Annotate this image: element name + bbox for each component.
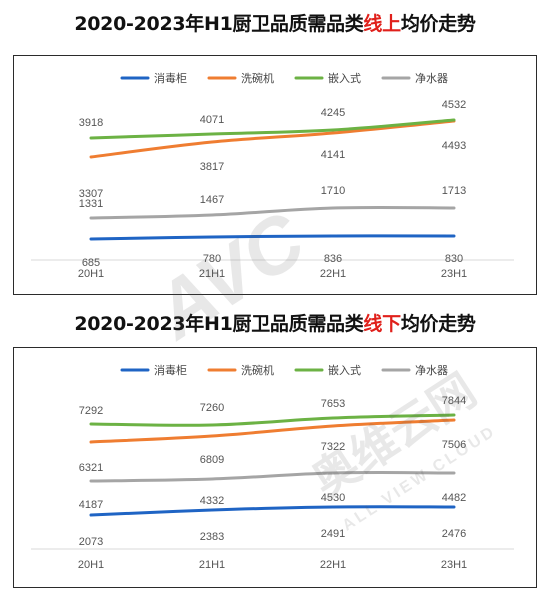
line-chart-online: 消毒柜 洗碗机 嵌入式 净水器 20H1 21H1 22H1 23H1 685 780 836 830… [31,71,514,280]
data-label-消毒柜: 2491 [321,528,345,540]
legend-item-净水器: 净水器 [381,71,448,85]
data-label-消毒柜: 830 [445,253,463,265]
x-tick-label: 22H1 [320,559,346,571]
legend-label: 洗碗机 [241,363,274,377]
series-line-净水器 [89,205,456,220]
data-label-净水器: 4482 [442,492,466,504]
x-tick-label: 20H1 [78,559,104,571]
data-label-净水器: 1713 [442,185,466,197]
legend-item-消毒柜: 消毒柜 [120,363,187,377]
x-tick-label: 20H1 [78,268,104,280]
data-label-洗碗机: 7322 [321,441,345,453]
data-label-消毒柜: 2073 [79,536,103,548]
x-tick-label: 21H1 [199,268,225,280]
chart-title-online: 2020-2023年H1厨卫品质需品类线上均价走势 [74,13,476,35]
series-line-净水器 [89,471,456,483]
data-label-净水器: 1467 [200,194,224,206]
series-line-嵌入式 [89,413,456,427]
legend-item-洗碗机: 洗碗机 [207,71,274,85]
data-label-消毒柜: 836 [324,253,342,265]
data-label-洗碗机: 3307 [79,188,103,200]
x-tick-label: 21H1 [199,559,225,571]
legend-item-洗碗机: 洗碗机 [207,363,274,377]
legend-label: 消毒柜 [154,71,187,85]
series-line-嵌入式 [89,118,456,140]
data-label-嵌入式: 4532 [442,99,466,111]
data-label-洗碗机: 4141 [321,149,345,161]
legend-label: 净水器 [415,71,448,85]
legend-label: 嵌入式 [328,364,361,377]
legend-label: 洗碗机 [241,71,274,85]
x-tick-label: 22H1 [320,268,346,280]
data-label-净水器: 4530 [321,492,345,504]
chart-panel-offline: 消毒柜 洗碗机 嵌入式 净水器 20H1 21H1 22H1 23H1 2073 2383 2491… [13,347,537,588]
chart-title-offline: 2020-2023年H1厨卫品质需品类线下均价走势 [74,313,476,335]
series-line-消毒柜 [89,505,456,517]
series-line-洗碗机 [89,418,456,444]
chart-panel-online: 消毒柜 洗碗机 嵌入式 净水器 20H1 21H1 22H1 23H1 685 780 836 830… [13,55,537,295]
data-label-净水器: 1331 [79,198,103,210]
legend-label: 嵌入式 [328,72,361,85]
data-label-嵌入式: 4071 [200,114,224,126]
x-tick-label: 23H1 [441,559,467,571]
data-label-消毒柜: 2383 [200,531,224,543]
legend-item-净水器: 净水器 [381,363,448,377]
data-label-嵌入式: 7844 [442,395,466,407]
line-chart-offline: 消毒柜 洗碗机 嵌入式 净水器 20H1 21H1 22H1 23H1 2073 2383 2491… [31,363,514,571]
data-label-净水器: 1710 [321,185,345,197]
data-label-洗碗机: 7506 [442,439,466,451]
legend-label: 消毒柜 [154,363,187,377]
data-label-洗碗机: 4493 [442,140,466,152]
data-label-嵌入式: 3918 [79,117,103,129]
x-tick-label: 23H1 [441,268,467,280]
data-label-嵌入式: 7260 [200,402,224,414]
legend-item-嵌入式: 嵌入式 [294,364,361,377]
data-label-嵌入式: 7292 [79,405,103,417]
legend-item-消毒柜: 消毒柜 [120,71,187,85]
data-label-净水器: 4187 [79,499,103,511]
data-label-净水器: 4332 [200,495,224,507]
data-label-洗碗机: 3817 [200,161,224,173]
legend-label: 净水器 [415,363,448,377]
data-label-洗碗机: 6321 [79,462,103,474]
data-label-消毒柜: 780 [203,253,221,265]
series-line-消毒柜 [89,234,456,241]
data-label-消毒柜: 685 [82,257,100,269]
data-label-嵌入式: 7653 [321,398,345,410]
series-line-洗碗机 [89,119,456,159]
data-label-嵌入式: 4245 [321,107,345,119]
data-label-消毒柜: 2476 [442,528,466,540]
data-label-洗碗机: 6809 [200,454,224,466]
legend-item-嵌入式: 嵌入式 [294,72,361,85]
